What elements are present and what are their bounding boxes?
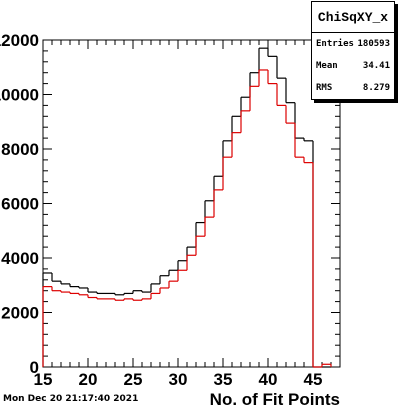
stats-row-mean: Mean 34.41 [312, 55, 394, 77]
stats-value: 180593 [357, 39, 390, 49]
axis-ticks [42, 39, 341, 368]
x-tick-label: 15 [34, 370, 53, 389]
x-tick-label: 45 [304, 370, 323, 389]
y-tick-label: 10000 [0, 86, 39, 105]
histogram-series-0 [42, 47, 331, 368]
x-tick-label: 25 [124, 370, 143, 389]
stats-label: Mean [316, 61, 338, 71]
plot-frame [42, 39, 341, 368]
axis-tick-labels: 15 20 25 30 35 40 45 0 2000 4000 6000 8000 10000 1200… [0, 31, 322, 389]
x-axis-title: No. of Fit Points [210, 390, 340, 409]
stats-row-entries: Entries 180593 [312, 33, 394, 55]
y-tick-label: 4000 [1, 249, 39, 268]
stats-row-rms: RMS 8.279 [312, 77, 394, 99]
y-tick-label: 12000 [0, 31, 39, 50]
y-tick-label: 2000 [1, 304, 39, 323]
stats-title: ChiSqXY_x [312, 2, 394, 33]
x-tick-label: 40 [259, 370, 278, 389]
histogram-series-1 [42, 69, 332, 368]
stats-box: ChiSqXY_x Entries 180593 Mean 34.41 RMS … [311, 1, 395, 100]
y-tick-label: 0 [30, 358, 39, 377]
stats-label: RMS [316, 83, 333, 93]
y-tick-label: 8000 [1, 140, 39, 159]
y-tick-label: 6000 [1, 195, 39, 214]
stats-label: Entries [316, 39, 354, 49]
stats-value: 8.279 [362, 83, 390, 93]
stats-value: 34.41 [362, 61, 390, 71]
x-tick-label: 20 [79, 370, 98, 389]
x-tick-label: 30 [169, 370, 188, 389]
series-layer [42, 47, 332, 368]
timestamp: Mon Dec 20 21:17:40 2021 [3, 394, 139, 404]
x-tick-label: 35 [214, 370, 233, 389]
